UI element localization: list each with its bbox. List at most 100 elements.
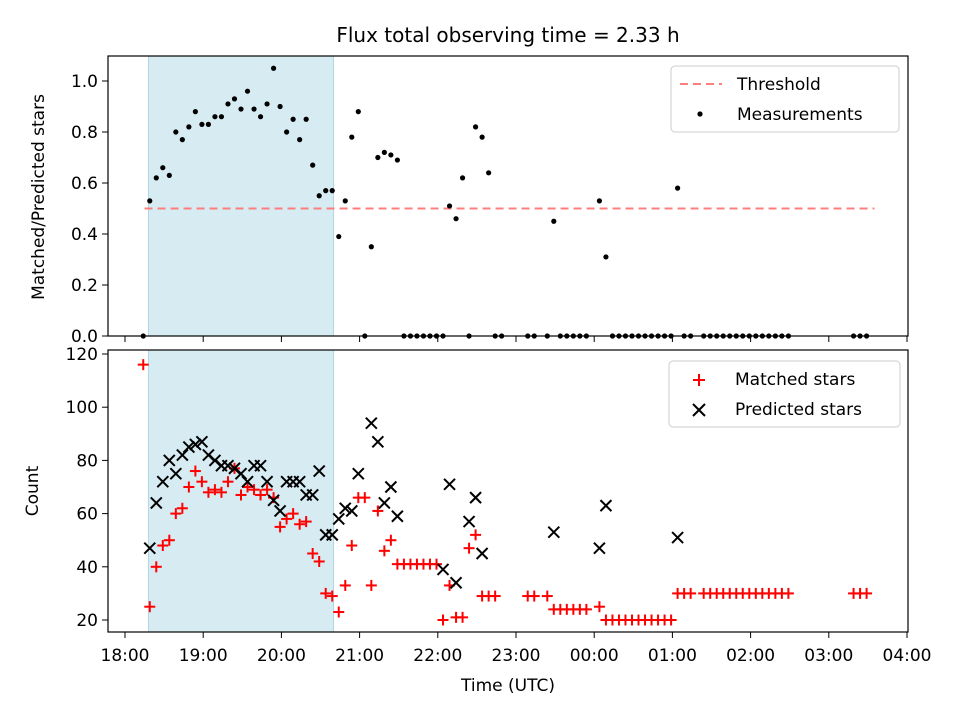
- predicted-star-point: [671, 531, 684, 544]
- bottom-legend-box: [668, 360, 901, 428]
- bottom-x-tick-label: 21:00: [335, 646, 384, 666]
- measurement-point: [153, 175, 159, 181]
- predicted-star-point: [436, 563, 450, 576]
- predicted-star-point: [462, 515, 476, 528]
- legend-predicted-label: Predicted stars: [735, 400, 862, 420]
- predicted-star-point: [260, 475, 274, 488]
- top-y-axis-label: Matched/Predicted stars: [29, 94, 49, 300]
- predicted-star-point: [312, 464, 326, 478]
- matched-star-point: [685, 587, 697, 599]
- matched-star-point: [470, 529, 482, 541]
- matched-star-point: [313, 555, 325, 567]
- top-legend-box: [670, 65, 900, 133]
- predicted-star-point: [384, 480, 398, 494]
- measurement-point: [205, 121, 212, 127]
- measurement-point: [290, 116, 296, 122]
- bottom-x-tick-label: 20:00: [257, 646, 306, 666]
- measurement-point: [368, 244, 374, 250]
- predicted-star-point: [221, 459, 235, 472]
- predicted-star-point: [267, 494, 280, 507]
- top-chart-title: Flux total observing time = 2.33 h: [336, 23, 679, 47]
- matched-star-point: [196, 476, 208, 488]
- top-legend: Threshold Measurements: [670, 65, 900, 133]
- bottom-x-tick-label: 23:00: [492, 646, 541, 666]
- predicted-star-point: [345, 504, 358, 518]
- top-y-tick-label: 0.2: [71, 276, 98, 296]
- bottom-x-axis-label: Time (UTC): [460, 676, 555, 696]
- bottom-x-tick-label: 02:00: [726, 646, 775, 666]
- measurement-point: [486, 170, 492, 176]
- bottom-legend: Matched stars Predicted stars: [668, 360, 901, 428]
- matched-star-point: [326, 590, 338, 602]
- matched-star-point: [580, 603, 592, 615]
- matched-star-point: [463, 542, 475, 554]
- bottom-panel: 20 40 60 80 100 120 18:00 19:00 20:00 21:00 22:00…: [23, 345, 932, 696]
- measurement-point: [238, 106, 244, 112]
- measurement-point: [603, 254, 609, 260]
- predicted-star-point: [593, 541, 606, 555]
- predicted-star-point: [182, 440, 196, 454]
- predicted-star-point: [326, 528, 339, 542]
- legend-measurements-swatch: [697, 111, 703, 117]
- matched-star-point: [209, 484, 221, 496]
- matched-star-point: [782, 587, 794, 599]
- predicted-star-point: [599, 499, 613, 512]
- matched-star-point: [359, 492, 371, 504]
- measurement-point: [179, 137, 185, 143]
- matched-star-point: [261, 484, 273, 496]
- predicted-star-point: [293, 475, 306, 488]
- matched-star-point: [248, 484, 260, 496]
- predicted-star-point: [371, 435, 385, 448]
- matched-star-point: [242, 481, 254, 493]
- predicted-star-point: [241, 475, 254, 488]
- predicted-star-point: [352, 467, 365, 480]
- measurement-point: [381, 149, 387, 155]
- matched-star-point: [144, 601, 156, 613]
- matched-star-point: [215, 486, 227, 498]
- bottom-y-tick-label: 120: [66, 345, 98, 365]
- measurement-point: [453, 216, 459, 222]
- bottom-axes-frame: [107, 349, 909, 633]
- matched-star-point: [541, 590, 553, 602]
- matched-star-point: [222, 476, 234, 488]
- measurement-point: [355, 109, 361, 115]
- matched-star-point: [346, 540, 358, 552]
- legend-matched-swatch: [693, 374, 705, 386]
- predicted-star-point: [339, 502, 352, 515]
- measurement-point: [446, 203, 453, 209]
- matched-star-point: [170, 508, 182, 520]
- predicted-star-point: [143, 541, 156, 555]
- measurement-point: [166, 172, 172, 178]
- matched-star-point: [183, 481, 195, 493]
- bottom-x-tick-label: 01:00: [648, 646, 697, 666]
- measurement-point: [277, 103, 283, 110]
- bottom-series-layer: [137, 359, 873, 626]
- matched-star-point: [593, 601, 605, 613]
- measurement-point: [173, 129, 179, 135]
- measurement-point: [225, 101, 231, 107]
- bottom-y-axis-label: Count: [23, 465, 43, 516]
- measurement-point: [551, 218, 557, 224]
- bottom-x-ticks: 18:00 19:00 20:00 21:00 22:00 23:00 00:00 01:00…: [101, 632, 932, 666]
- measurement-point: [472, 124, 479, 130]
- predicted-star-point: [195, 435, 209, 448]
- matched-star-point: [202, 486, 214, 498]
- matched-star-point: [150, 561, 162, 573]
- matched-star-point: [333, 606, 345, 618]
- predicted-star-point: [475, 547, 489, 560]
- predicted-star-point: [234, 467, 248, 480]
- measurement-point: [388, 152, 394, 158]
- matched-star-point: [430, 558, 442, 570]
- top-shaded-interval: [147, 55, 335, 337]
- measurement-point: [199, 121, 205, 127]
- predicted-star-point: [443, 478, 456, 491]
- predicted-star-point: [150, 496, 163, 510]
- matched-star-point: [372, 505, 384, 517]
- measurement-point: [675, 185, 681, 191]
- bottom-x-tick-label: 22:00: [413, 646, 462, 666]
- legend-matched-label: Matched stars: [735, 370, 855, 390]
- matched-star-point: [157, 540, 169, 552]
- top-y-ticks: 0.0 0.2 0.4 0.6 0.8 1.0: [71, 72, 108, 347]
- bottom-x-tick-label: 00:00: [570, 646, 619, 666]
- matched-star-point: [287, 508, 299, 520]
